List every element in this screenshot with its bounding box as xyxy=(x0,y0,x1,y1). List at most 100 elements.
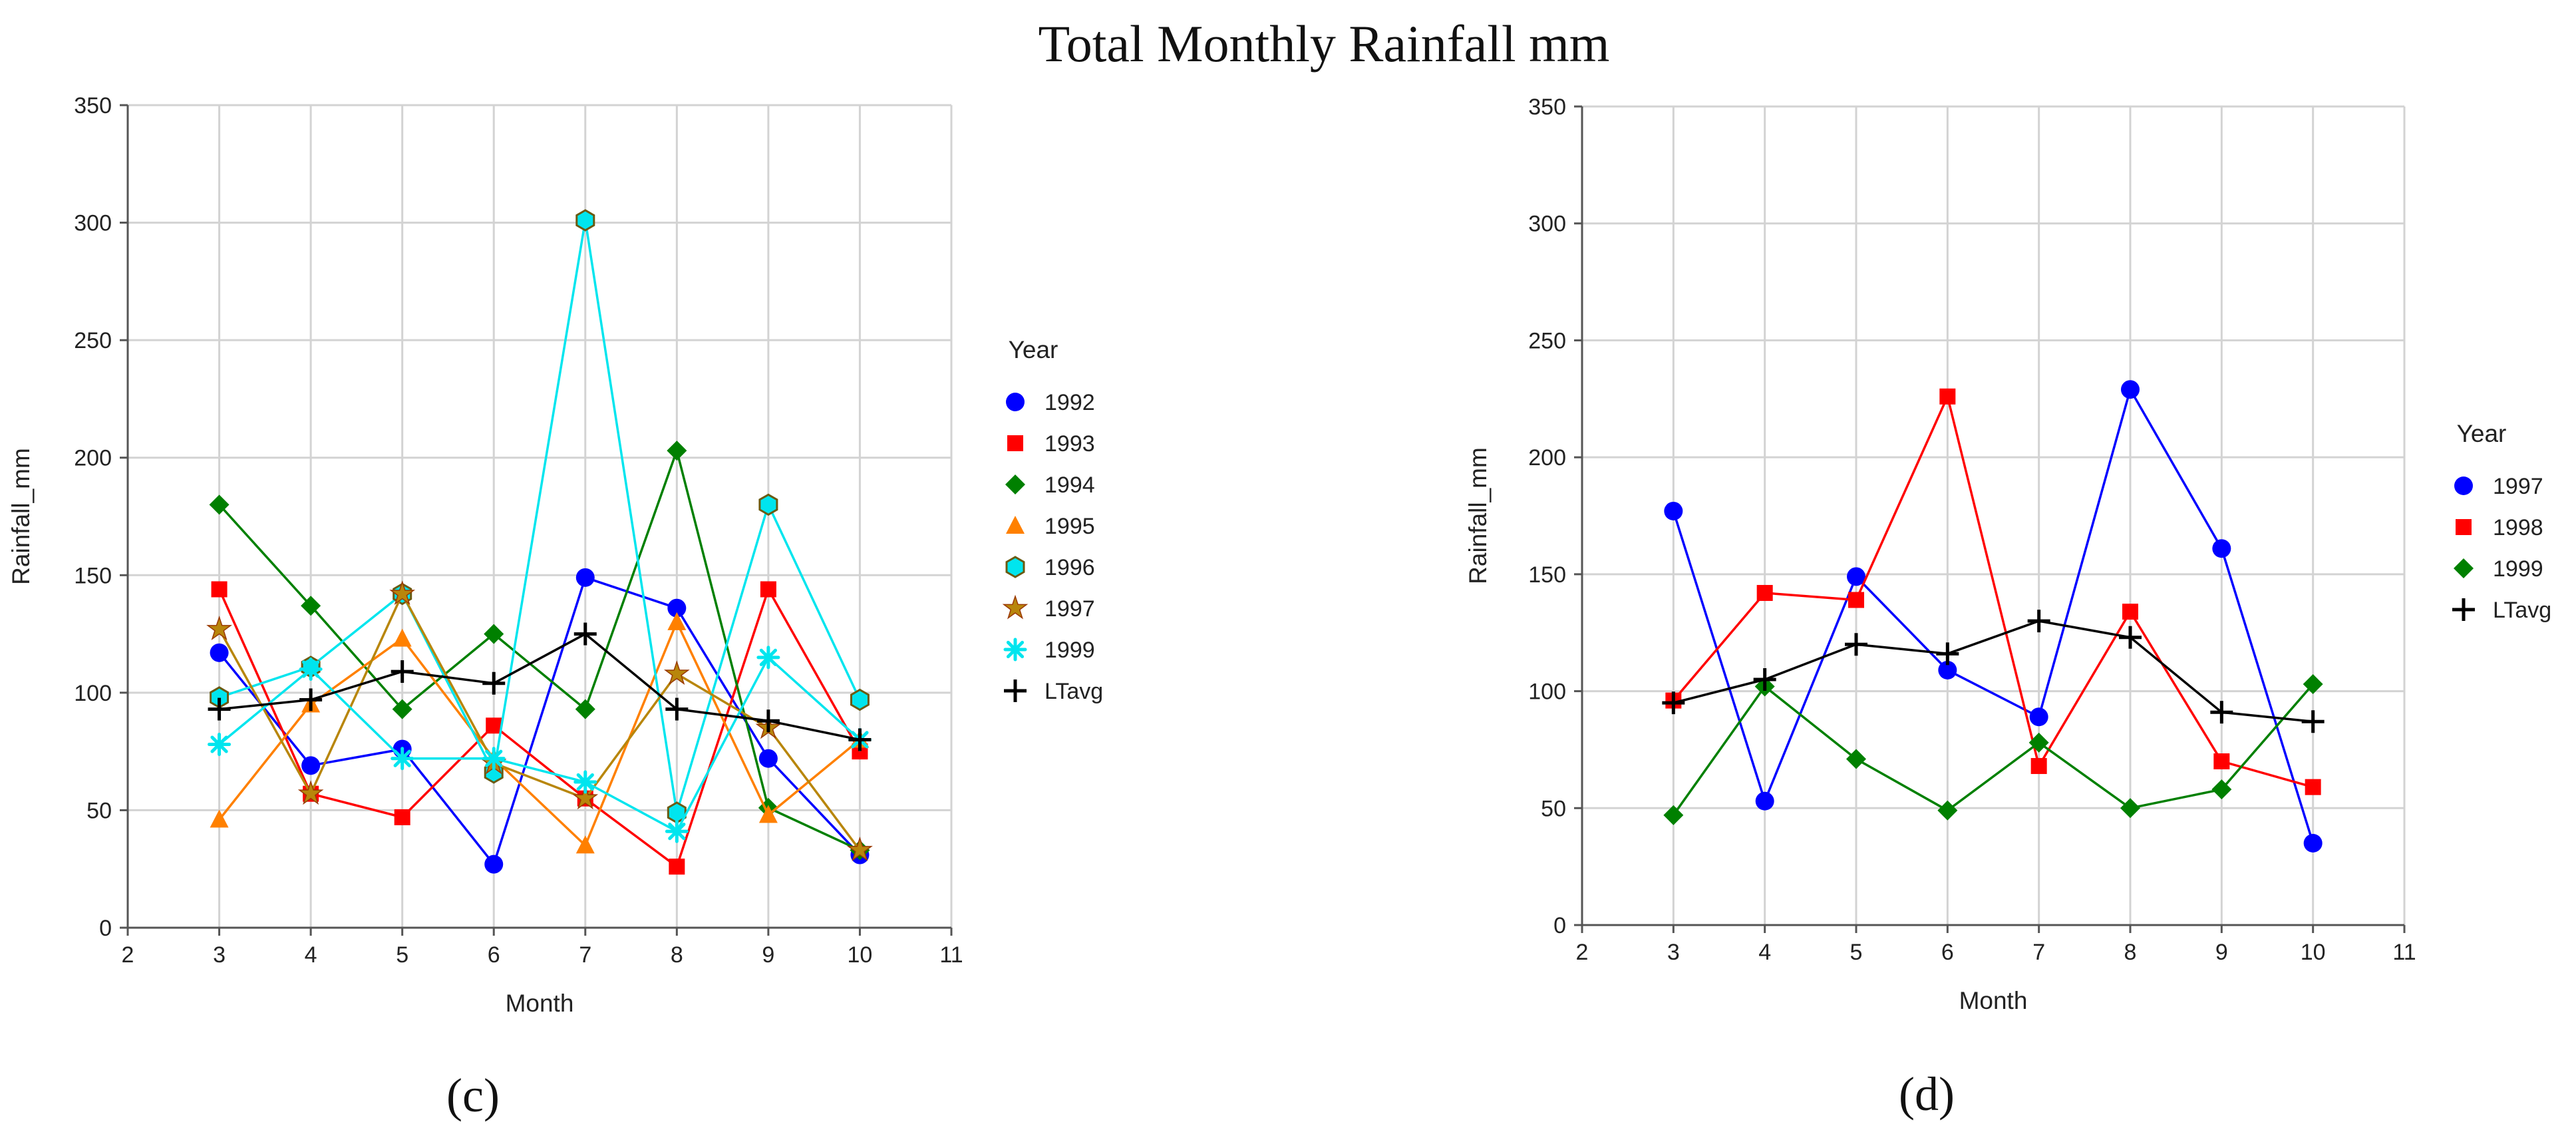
x-tick-label: 8 xyxy=(2124,940,2137,965)
data-point-1993 xyxy=(760,581,776,598)
legend-item-1998: 1998 xyxy=(2456,515,2543,540)
x-tick-label: 3 xyxy=(1667,940,1680,965)
data-point-1997 xyxy=(2121,380,2140,399)
data-point-LTavg xyxy=(482,671,506,695)
data-point-1995 xyxy=(210,809,229,828)
data-point-1996 xyxy=(758,493,778,516)
series-line-1998 xyxy=(1672,395,2314,789)
legend-item-1997: 1997 xyxy=(2454,474,2543,499)
series-line-1996 xyxy=(219,219,861,814)
data-point-1999 xyxy=(2028,732,2049,753)
data-point-1997 xyxy=(2303,834,2323,853)
data-point-1998 xyxy=(2213,753,2230,769)
chart-panel-d: 2 3 4 5 6 7 8 9 10 11 0 50 100 150 200 250 300 350 Month Ra… xyxy=(1464,95,2551,1121)
legend-marker-1998 xyxy=(2456,519,2472,535)
data-point-1999 xyxy=(2303,674,2323,695)
data-point-1992 xyxy=(301,756,321,775)
data-point-1995 xyxy=(393,628,412,647)
data-point-1994 xyxy=(392,699,412,719)
legend-marker-1992 xyxy=(1006,393,1025,411)
series-line-1999 xyxy=(1672,683,2315,816)
legend-label: 1998 xyxy=(2493,515,2543,540)
legend-item-1996: 1996 xyxy=(1005,555,1095,580)
y-tick-label: 250 xyxy=(74,328,112,353)
series-line-LTavg xyxy=(219,632,860,741)
data-point-1999 xyxy=(1937,800,1958,821)
x-tick-label: 5 xyxy=(1850,940,1863,965)
data-point-LTavg xyxy=(756,709,780,733)
series-LTavg xyxy=(1662,610,2325,733)
series-line-1999 xyxy=(218,656,861,833)
data-point-LTavg xyxy=(1845,633,1867,656)
legend-label: LTavg xyxy=(1045,679,1103,704)
data-point-LTavg xyxy=(1662,691,1685,715)
data-point-1993 xyxy=(211,581,228,598)
series-line-1994 xyxy=(218,449,861,852)
x-tick-label: 4 xyxy=(1758,940,1771,965)
y-tick-label: 350 xyxy=(74,93,112,118)
legend-marker-1997 xyxy=(1002,594,1029,620)
y-tick-label: 350 xyxy=(1528,95,1566,120)
data-point-1999 xyxy=(756,646,780,669)
legend-label: 1999 xyxy=(2493,556,2543,582)
legend-marker-1999 xyxy=(2454,558,2474,578)
data-point-1995 xyxy=(667,612,687,630)
legend-marker-LTavg xyxy=(2452,598,2475,621)
data-point-1999 xyxy=(573,770,597,794)
legend-marker-1999 xyxy=(1003,638,1027,662)
data-point-LTavg xyxy=(208,697,231,721)
legend-label: 1994 xyxy=(1045,473,1095,498)
x-tick-label: 5 xyxy=(396,942,408,968)
data-point-1992 xyxy=(758,749,778,768)
data-point-1993 xyxy=(669,859,685,875)
x-tick-label: 11 xyxy=(939,942,963,968)
legend-item-1992: 1992 xyxy=(1006,390,1095,415)
x-tick-label: 2 xyxy=(122,942,134,968)
data-point-1999 xyxy=(208,733,232,757)
x-tick-label: 3 xyxy=(213,942,226,968)
series-LTavg xyxy=(208,622,872,751)
y-tick-label: 100 xyxy=(74,681,112,706)
data-point-LTavg xyxy=(573,622,597,646)
legend-marker-1997 xyxy=(2454,477,2473,495)
data-point-1994 xyxy=(484,624,504,644)
legend-label: 1995 xyxy=(1045,514,1095,539)
data-point-1999 xyxy=(665,819,689,843)
legend-item-1993: 1993 xyxy=(1007,431,1095,457)
legend-marker-LTavg xyxy=(1004,679,1027,702)
data-point-1994 xyxy=(575,699,595,719)
data-point-1993 xyxy=(394,809,410,826)
data-point-1995 xyxy=(758,805,778,823)
x-tick-label: 8 xyxy=(671,942,683,968)
data-point-1997 xyxy=(389,580,416,606)
panel-label-c: (c) xyxy=(446,1069,500,1122)
data-point-1999 xyxy=(1663,805,1684,825)
legend-label: 1993 xyxy=(1045,431,1095,457)
data-point-LTavg xyxy=(2210,701,2233,724)
data-point-LTavg xyxy=(665,697,689,721)
data-point-1999 xyxy=(1846,749,1866,769)
x-tick-label: 4 xyxy=(305,942,317,968)
x-tick-label: 9 xyxy=(762,942,774,968)
legend-label: 1997 xyxy=(2493,474,2543,499)
y-tick-label: 100 xyxy=(1528,679,1566,705)
data-point-1994 xyxy=(209,494,230,515)
legend-label: 1997 xyxy=(1045,596,1095,622)
y-tick-label: 150 xyxy=(1528,562,1566,588)
data-point-1998 xyxy=(2030,758,2047,775)
y-tick-label: 250 xyxy=(1528,328,1566,353)
data-point-1997 xyxy=(572,785,599,810)
data-point-1992 xyxy=(210,643,229,662)
data-point-1999 xyxy=(299,658,323,681)
data-point-LTavg xyxy=(848,728,872,751)
legend-title: Year xyxy=(1009,336,1058,363)
panel-label-d: (d) xyxy=(1899,1067,1955,1121)
y-tick-label: 50 xyxy=(1541,796,1566,821)
data-point-1997 xyxy=(663,660,690,685)
x-tick-label: 2 xyxy=(1576,940,1589,965)
x-tick-label: 7 xyxy=(579,942,591,968)
data-point-1992 xyxy=(667,598,687,618)
data-point-1992 xyxy=(484,855,504,874)
y-tick-label: 200 xyxy=(74,446,112,471)
